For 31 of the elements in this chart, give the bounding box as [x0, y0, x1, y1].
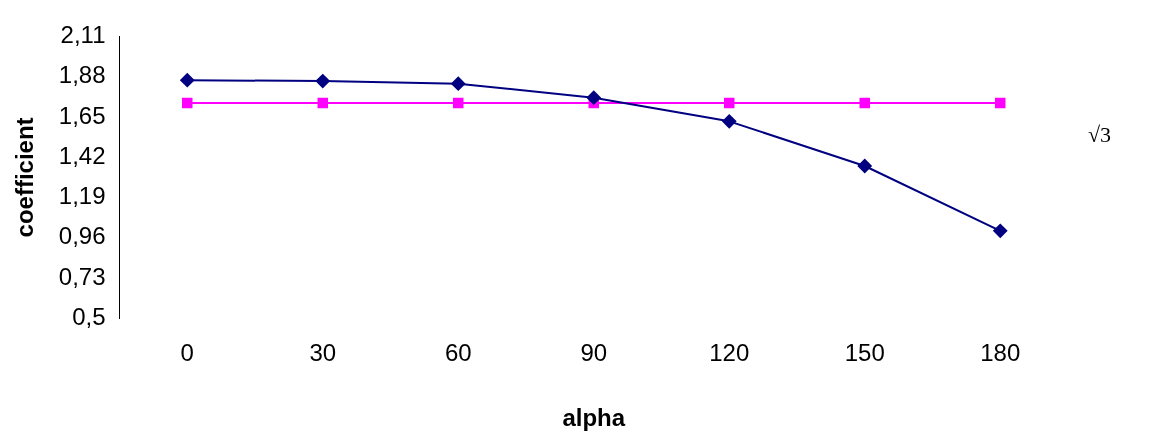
point — [995, 97, 1006, 109]
point — [315, 74, 330, 89]
x-tick-label: 90 — [580, 339, 608, 367]
y-tick-label: 1,65 — [58, 101, 106, 129]
point — [993, 223, 1008, 238]
y-tick-label: 1,88 — [58, 61, 106, 89]
point — [722, 114, 737, 129]
point — [317, 97, 328, 109]
y-tick-label: 1,42 — [58, 141, 106, 169]
x-tick-label: 30 — [309, 339, 337, 367]
point — [724, 97, 735, 109]
x-axis-title: alpha — [562, 404, 626, 432]
y-axis-title: coefficient — [11, 117, 39, 238]
x-tick-label: 0 — [180, 339, 194, 367]
point — [453, 97, 464, 109]
x-tick-label: 150 — [844, 339, 885, 367]
y-tick-label: 2,11 — [60, 21, 106, 49]
point — [451, 76, 466, 91]
y-tick-label: 0,5 — [72, 303, 106, 331]
x-tick-label: 60 — [444, 339, 472, 367]
y-tick-label: 0,73 — [58, 262, 106, 290]
point — [586, 90, 601, 105]
point — [180, 73, 195, 88]
x-tick-label: 120 — [709, 339, 750, 367]
y-tick-label: 0,96 — [58, 222, 106, 250]
point — [859, 97, 870, 109]
text: √3 — [1088, 122, 1112, 148]
y-tick-label: 1,19 — [58, 182, 106, 210]
x-tick-label: 180 — [980, 339, 1021, 367]
point — [857, 159, 872, 174]
point — [182, 97, 193, 109]
